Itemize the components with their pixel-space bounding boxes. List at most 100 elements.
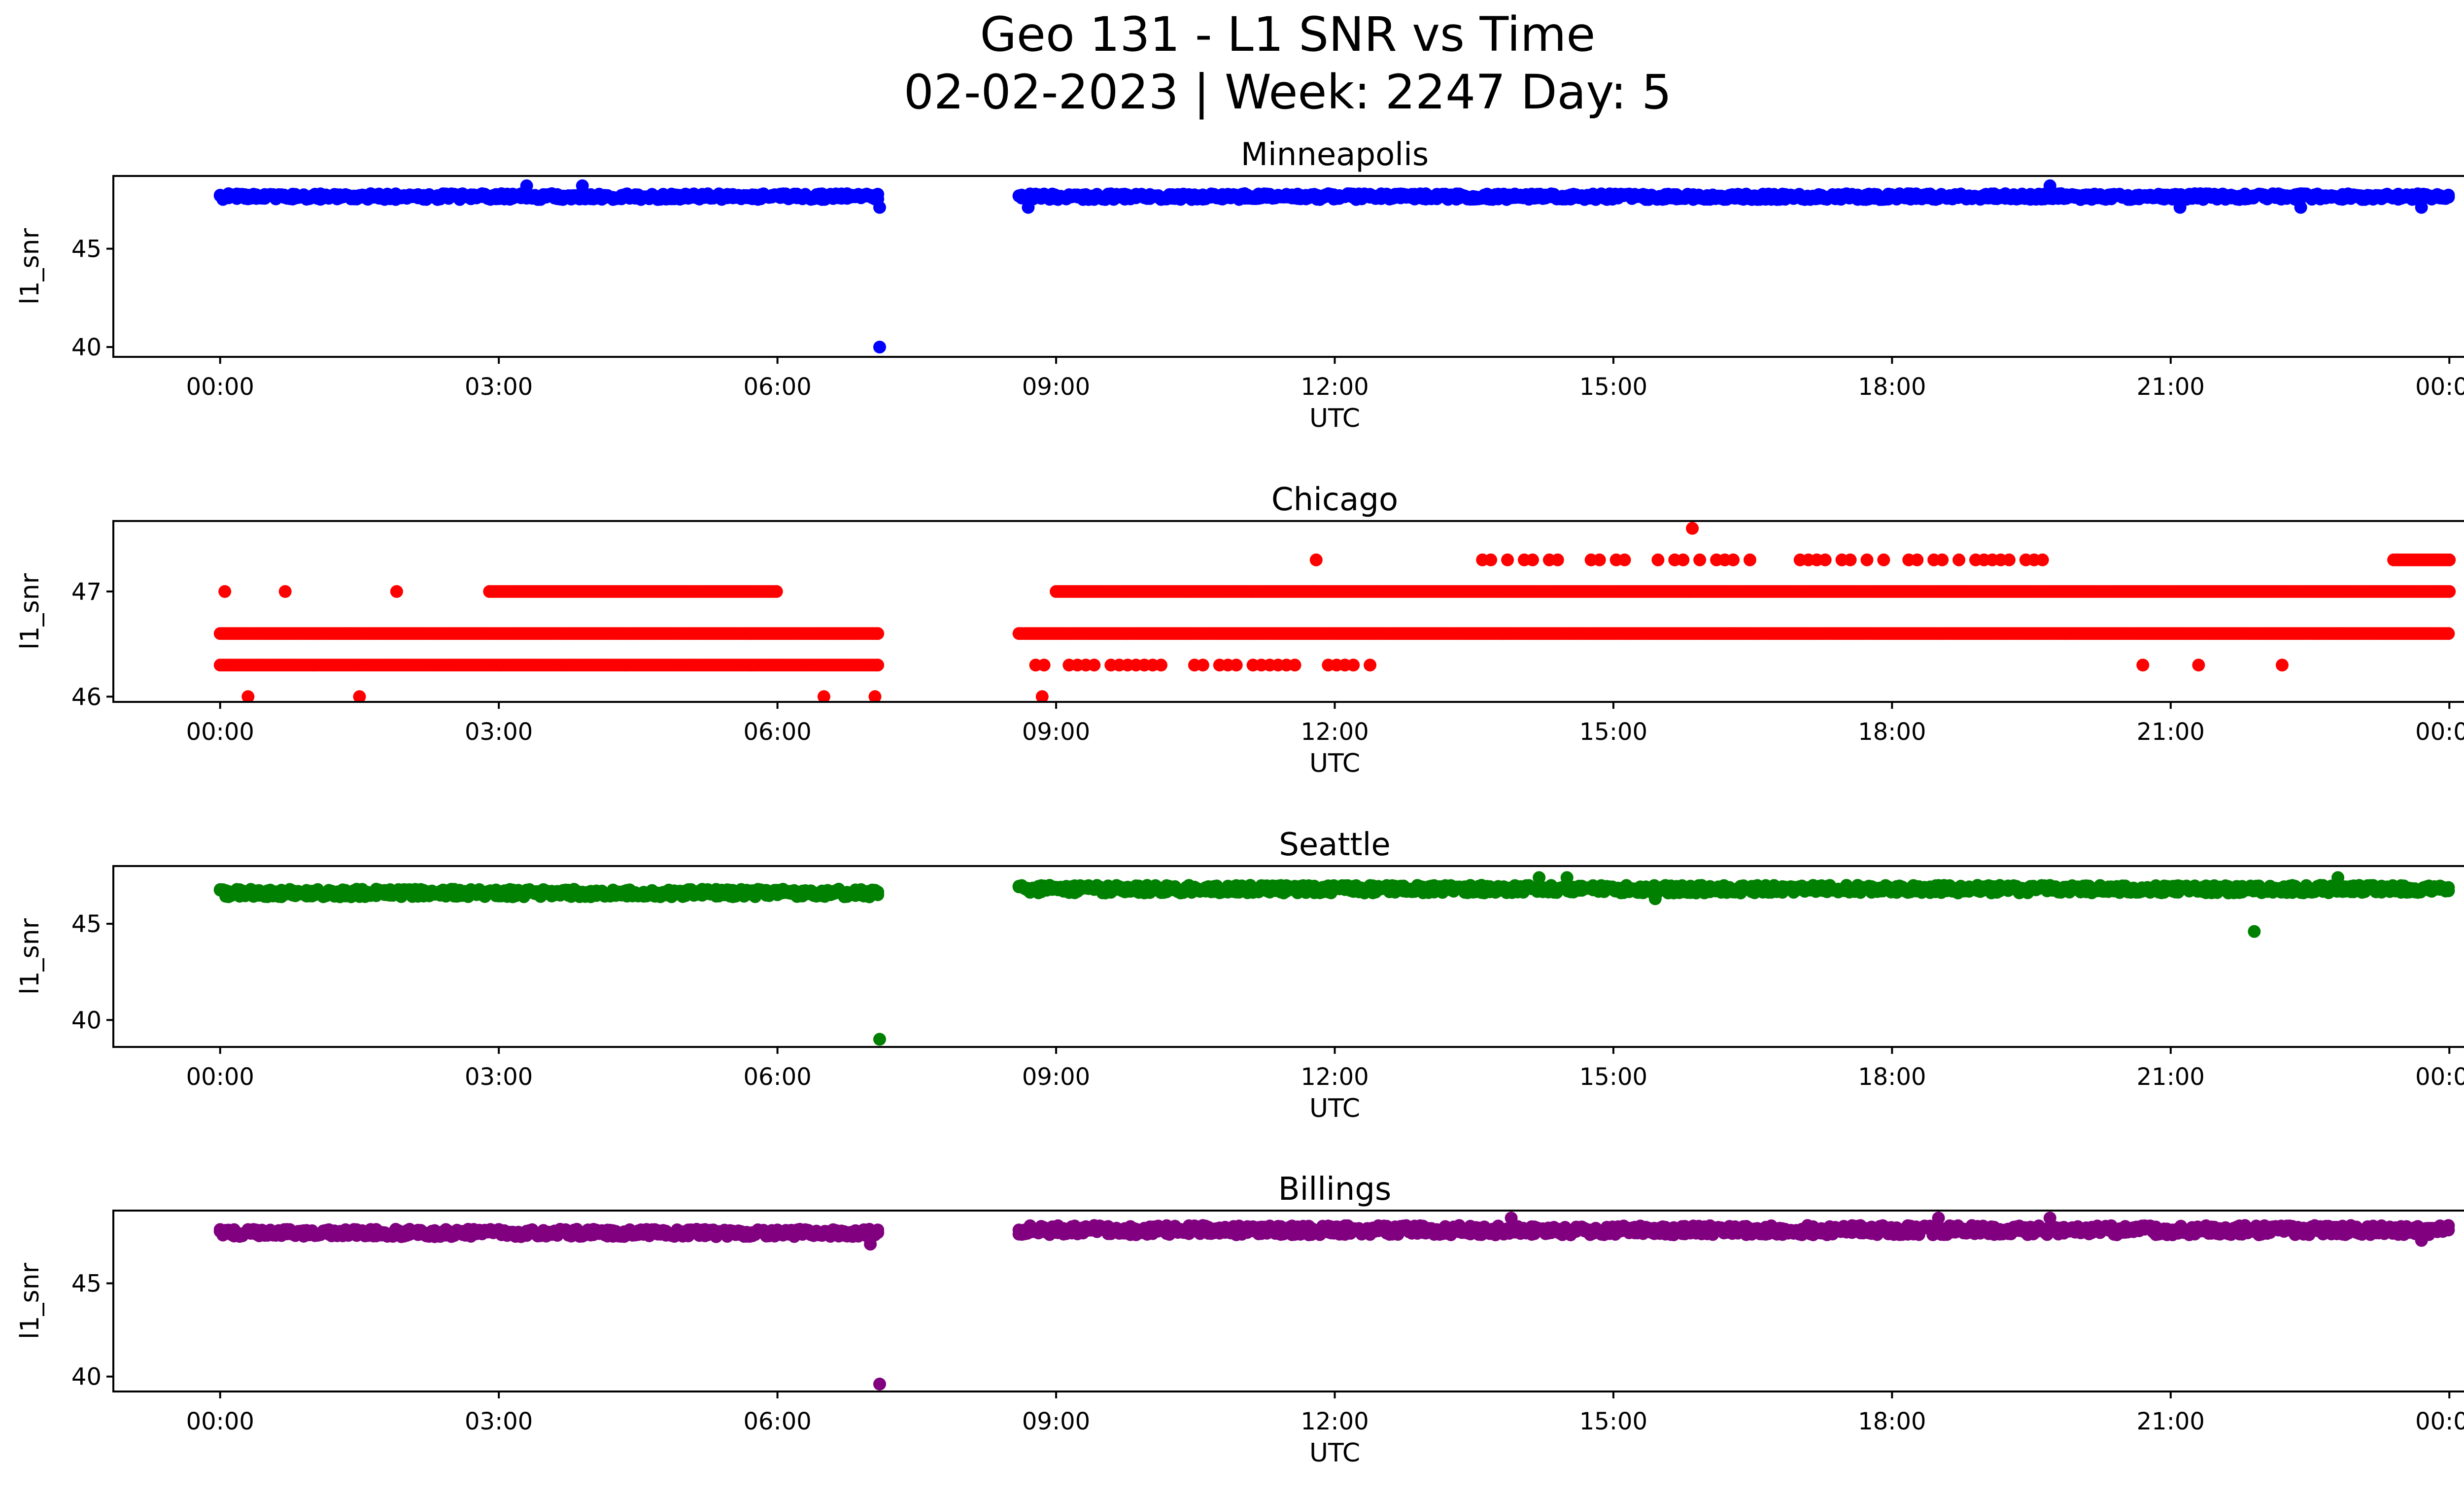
data-band xyxy=(2387,553,2456,566)
data-point xyxy=(1288,659,1301,672)
data-point xyxy=(520,179,533,192)
data-band xyxy=(213,187,885,206)
data-point xyxy=(1484,553,1498,566)
data-point xyxy=(1952,553,1966,566)
y-tick-label: 46 xyxy=(71,683,102,711)
data-point xyxy=(2331,871,2345,884)
data-point xyxy=(1936,553,1949,566)
data-point xyxy=(1844,553,1857,566)
y-tick-label: 40 xyxy=(71,334,102,361)
data-point xyxy=(278,585,292,598)
data-point xyxy=(1560,871,1574,884)
data-point xyxy=(2192,659,2205,672)
data-point xyxy=(1364,659,1377,672)
data-point xyxy=(1618,553,1631,566)
data-point xyxy=(1677,553,1690,566)
data-point xyxy=(218,585,232,598)
y-tick-label: 40 xyxy=(71,1007,102,1034)
data-point xyxy=(1088,659,1101,672)
data-point xyxy=(1309,553,1323,566)
data-point xyxy=(1727,553,1740,566)
y-axis-label: l1_snr xyxy=(15,573,45,650)
x-tick-label: 03:00 xyxy=(465,373,533,401)
x-tick-label: 00:00 xyxy=(186,1063,254,1091)
data-point xyxy=(1686,522,1699,535)
data-band xyxy=(213,1222,885,1243)
data-point xyxy=(2248,925,2261,938)
subplot-title: Minneapolis xyxy=(1241,137,1429,173)
x-tick-label: 21:00 xyxy=(2137,718,2205,746)
data-point xyxy=(1501,553,1514,566)
x-tick-label: 00:00 xyxy=(186,718,254,746)
data-point xyxy=(1651,553,1665,566)
data-point xyxy=(1877,553,1890,566)
x-tick-label: 21:00 xyxy=(2137,1063,2205,1091)
data-point xyxy=(1593,553,1606,566)
data-series xyxy=(213,522,2456,702)
data-point xyxy=(2442,188,2455,202)
data-point xyxy=(2443,585,2456,598)
data-point xyxy=(241,690,255,702)
data-point xyxy=(1037,659,1051,672)
data-band xyxy=(1012,627,2455,640)
y-tick-label: 45 xyxy=(71,910,102,938)
data-point xyxy=(873,201,886,214)
data-point xyxy=(1196,659,1209,672)
x-tick-label: 12:00 xyxy=(1300,373,1369,401)
data-series xyxy=(213,179,2455,354)
x-tick-label: 18:00 xyxy=(1858,1063,1926,1091)
y-tick-label: 45 xyxy=(71,236,102,263)
x-tick-label: 09:00 xyxy=(1022,373,1090,401)
figure-title: Geo 131 - L1 SNR vs Time xyxy=(980,7,1596,62)
data-band xyxy=(213,627,885,672)
data-point xyxy=(576,179,589,192)
data-point xyxy=(2036,553,2049,566)
x-axis-label: UTC xyxy=(1309,749,1360,778)
data-band xyxy=(1050,585,2456,598)
x-tick-label: 00:00 xyxy=(2415,1063,2464,1091)
figure-subtitle: 02-02-2023 | Week: 2247 Day: 5 xyxy=(904,65,1672,120)
x-tick-label: 00:00 xyxy=(2415,373,2464,401)
x-tick-label: 00:00 xyxy=(2415,718,2464,746)
x-tick-label: 15:00 xyxy=(1579,373,1647,401)
subplot-title: Billings xyxy=(1278,1171,1392,1208)
data-point xyxy=(1551,553,1564,566)
x-tick-label: 18:00 xyxy=(1858,718,1926,746)
x-tick-label: 12:00 xyxy=(1300,1063,1369,1091)
data-point xyxy=(770,585,783,598)
data-point xyxy=(353,690,366,702)
data-band xyxy=(213,882,885,904)
data-point xyxy=(2294,201,2307,214)
data-point xyxy=(871,659,885,672)
data-point xyxy=(1818,553,1832,566)
x-tick-label: 15:00 xyxy=(1579,1063,1647,1091)
data-point xyxy=(1744,553,1756,566)
x-tick-label: 09:00 xyxy=(1022,718,1090,746)
x-tick-label: 15:00 xyxy=(1579,718,1647,746)
y-axis-label: l1_snr xyxy=(15,228,45,305)
data-point xyxy=(1526,553,1539,566)
data-point xyxy=(873,341,886,354)
x-tick-label: 18:00 xyxy=(1858,373,1926,401)
data-band xyxy=(1476,553,2049,566)
data-point xyxy=(2043,179,2056,192)
data-band xyxy=(1012,879,2455,900)
data-point xyxy=(1693,553,1707,566)
data-point xyxy=(2442,881,2455,894)
data-point xyxy=(2442,627,2455,640)
x-tick-label: 12:00 xyxy=(1300,718,1369,746)
data-point xyxy=(2415,201,2428,214)
data-point xyxy=(873,1033,886,1046)
data-point xyxy=(2136,659,2150,672)
data-point xyxy=(1155,659,1167,672)
x-axis-label: UTC xyxy=(1309,404,1360,433)
data-point xyxy=(1860,553,1874,566)
data-point xyxy=(1022,201,1035,214)
